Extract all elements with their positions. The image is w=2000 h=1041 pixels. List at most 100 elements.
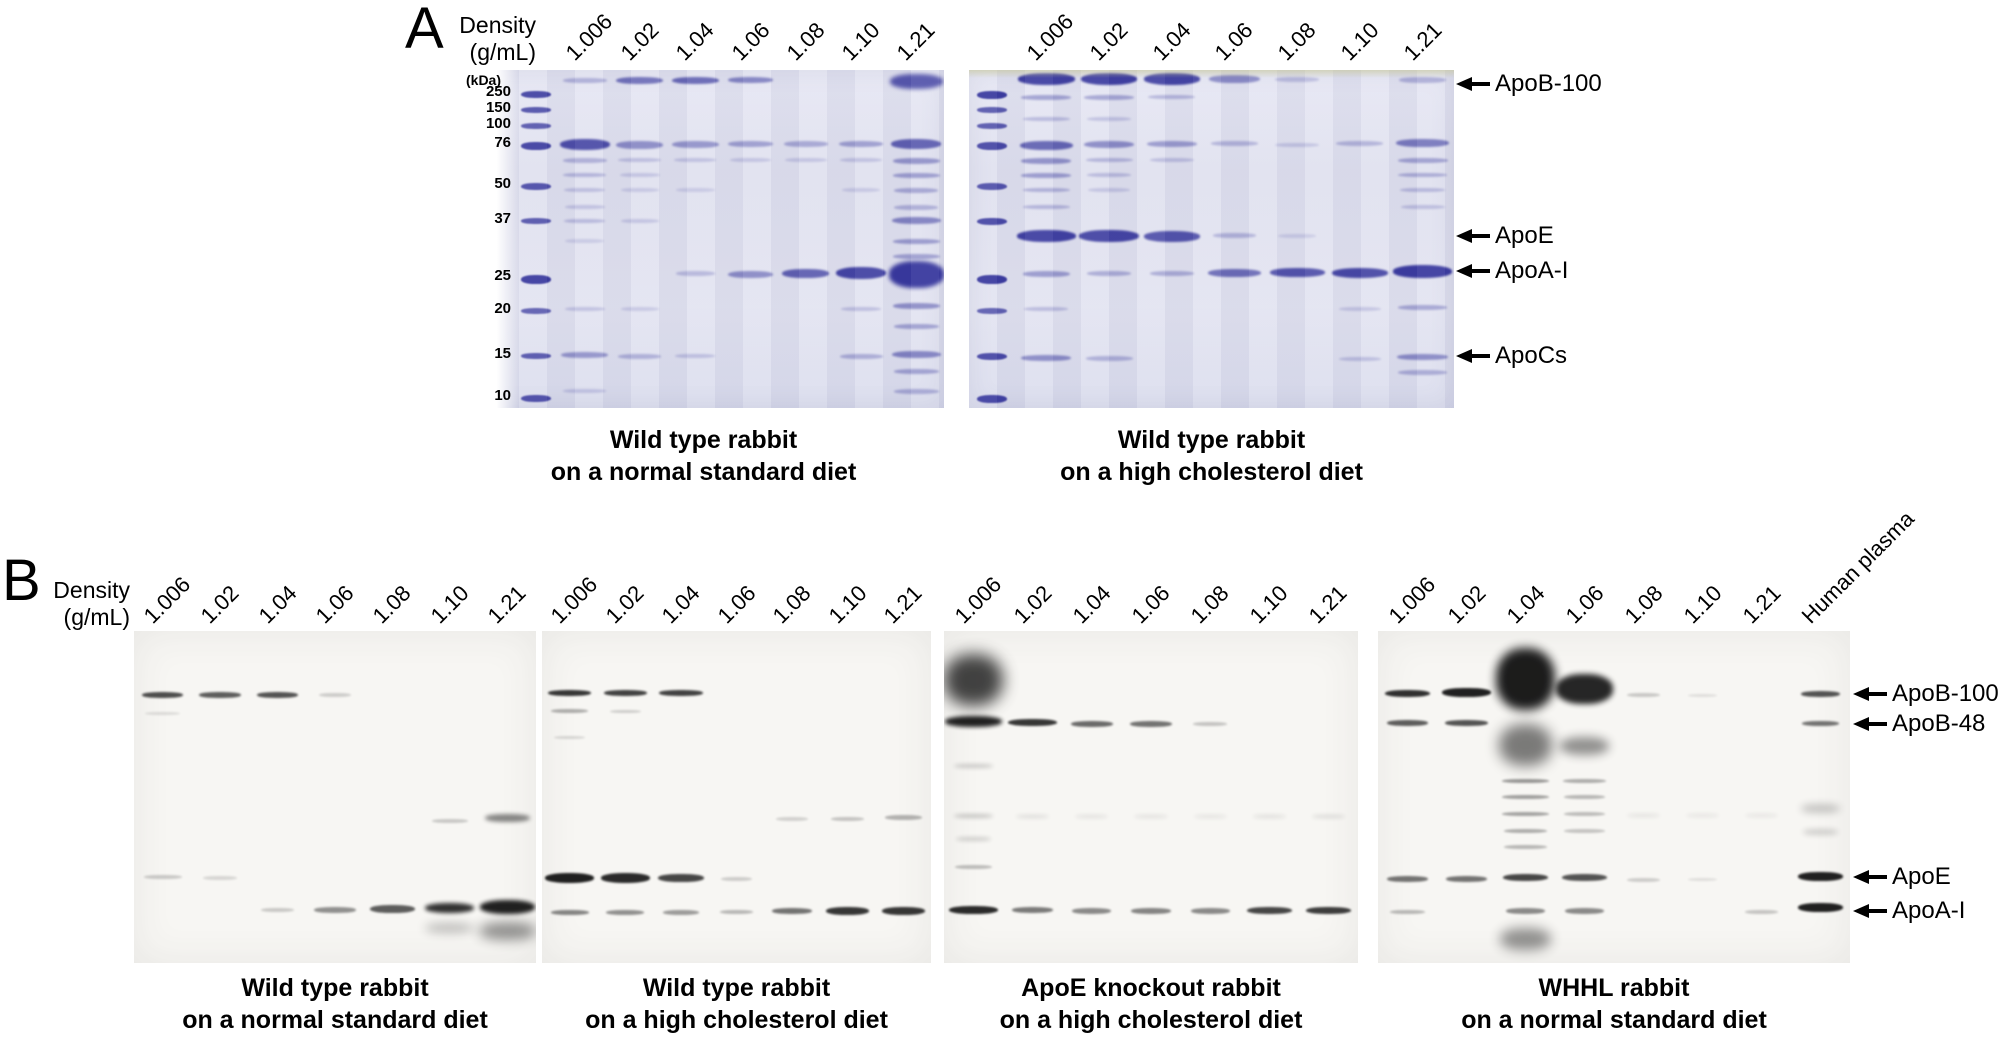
lane-label: 1.04 — [656, 580, 705, 629]
marker-band — [521, 307, 551, 314]
protein-band — [892, 254, 940, 260]
protein-band — [1798, 871, 1843, 881]
annotation-label: ApoB-100 — [1495, 70, 1602, 97]
protein-band — [545, 872, 595, 883]
protein-band — [314, 906, 356, 913]
protein-band — [955, 836, 992, 841]
marker-band — [521, 123, 551, 130]
protein-band — [1745, 909, 1778, 914]
annotation-apocs: ApoCs — [1456, 342, 1567, 370]
lane-label: 1.02 — [195, 580, 244, 629]
caption-line1: Wild type rabbit — [241, 974, 429, 1002]
kda-marker-label: 20 — [494, 299, 511, 317]
lane-label: 1.006 — [1021, 8, 1079, 66]
protein-band — [1503, 828, 1548, 833]
lane-label: 1.006 — [138, 571, 195, 629]
protein-band — [1134, 814, 1168, 818]
protein-band — [1562, 874, 1607, 882]
lane-label: 1.02 — [1442, 580, 1491, 629]
protein-band — [1386, 719, 1429, 726]
annotation-apob-100: ApoB-100 — [1853, 680, 1999, 708]
protein-band — [1685, 813, 1719, 817]
protein-band — [783, 140, 828, 147]
protein-band — [554, 735, 586, 739]
lane-label: 1.21 — [1737, 580, 1786, 629]
protein-band — [1016, 814, 1050, 818]
protein-band — [620, 306, 660, 311]
protein-band — [782, 269, 830, 279]
annotation-label: ApoCs — [1495, 342, 1568, 369]
kda-strip: (kDa) 250 150 100 76 50 37 25 20 15 10 — [463, 70, 519, 408]
protein-band — [825, 906, 870, 915]
protein-band — [618, 353, 662, 359]
protein-band — [1212, 232, 1257, 238]
kda-marker-label: 10 — [494, 387, 511, 405]
arrow-shaft — [1472, 234, 1490, 238]
lane-label: 1.08 — [1272, 17, 1321, 66]
protein-band — [1503, 874, 1548, 882]
caption-line2: on a normal standard diet — [182, 1006, 488, 1034]
protein-band — [785, 157, 827, 162]
protein-band — [1087, 117, 1131, 122]
protein-band — [1564, 795, 1605, 800]
kda-marker-label: 25 — [494, 266, 511, 284]
protein-band — [662, 909, 700, 915]
protein-band — [728, 140, 773, 147]
protein-band — [1070, 720, 1114, 727]
caption-blot-4: WHHL rabbit on a normal standard diet — [1378, 972, 1850, 1036]
annotation-apob-48: ApoB-48 — [1853, 710, 1985, 738]
protein-band — [1627, 693, 1660, 698]
caption-line2: on a high cholesterol diet — [999, 1006, 1303, 1034]
marker-band — [521, 106, 551, 113]
arrow-left-icon — [1853, 870, 1869, 884]
protein-band — [1687, 694, 1718, 698]
lane-label: 1.08 — [1619, 580, 1668, 629]
marker-band — [977, 106, 1007, 113]
annotation-apoe: ApoE — [1456, 222, 1554, 250]
blot-apoe-knockout-highcholesterol-diet — [944, 631, 1358, 963]
protein-band — [1506, 907, 1545, 914]
lane-label: 1.21 — [892, 17, 941, 66]
lane-label: 1.06 — [1126, 580, 1175, 629]
protein-band — [1021, 157, 1072, 164]
lane-label: 1.006 — [560, 8, 617, 66]
protein-band — [671, 76, 719, 84]
protein-band — [620, 173, 660, 178]
protein-band — [1498, 723, 1553, 766]
protein-band — [719, 909, 754, 914]
lane-label: 1.21 — [879, 580, 927, 629]
lane-label: 1.006 — [545, 571, 603, 629]
lane-label: 1.04 — [1147, 17, 1196, 66]
density-line1: Density — [459, 12, 536, 38]
blot-2-lane-labels: 1.006 1.02 1.04 1.06 1.08 1.10 1.21 — [542, 499, 931, 631]
marker-band — [521, 182, 551, 190]
blot-wildtype-normal-diet — [134, 631, 536, 963]
protein-band — [1560, 737, 1609, 756]
protein-band — [1398, 173, 1448, 178]
protein-band — [1209, 75, 1260, 84]
lane-label: 1.08 — [367, 580, 416, 629]
protein-band — [1503, 845, 1548, 850]
caption-line2: on a high cholesterol diet — [585, 1006, 888, 1034]
protein-band — [1022, 205, 1070, 210]
protein-band — [949, 905, 998, 914]
caption-line1: ApoE knockout rabbit — [1021, 974, 1281, 1002]
protein-band — [1143, 73, 1200, 86]
lane-label: 1.08 — [767, 580, 816, 629]
arrow-left-icon — [1456, 229, 1472, 243]
marker-band — [977, 218, 1007, 226]
kda-marker-label: 76 — [494, 133, 511, 151]
protein-band — [260, 908, 295, 913]
protein-band — [1075, 814, 1109, 818]
protein-band — [954, 813, 994, 818]
protein-band — [563, 218, 606, 223]
protein-band — [839, 353, 883, 359]
protein-band — [675, 188, 715, 193]
protein-band — [1744, 813, 1778, 817]
protein-band — [1129, 720, 1173, 727]
protein-band — [618, 157, 662, 162]
protein-band — [480, 899, 535, 914]
annotation-label: ApoE — [1495, 222, 1554, 249]
protein-band — [1386, 876, 1429, 883]
protein-band — [256, 691, 299, 698]
